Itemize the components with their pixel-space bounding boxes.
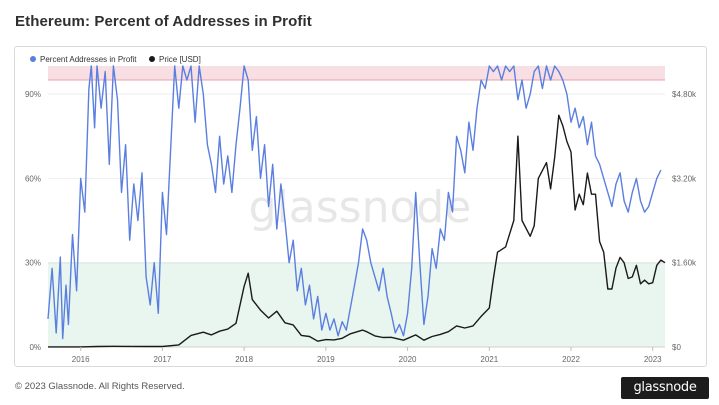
x-tick-label: 2020 [399, 355, 417, 364]
x-tick-label: 2021 [480, 355, 498, 364]
series-percent-in-profit [47, 65, 662, 340]
y-right-tick-label: $0 [672, 343, 681, 352]
legend-marker[interactable] [30, 56, 36, 62]
chart-title: Ethereum: Percent of Addresses in Profit [15, 13, 312, 30]
x-tick-label: 2018 [235, 355, 253, 364]
legend-marker[interactable] [149, 56, 155, 62]
x-tick-label: 2017 [154, 355, 172, 364]
series-price-usd [48, 114, 666, 348]
y-left-tick-label: 0% [29, 343, 41, 352]
band-high-zone [48, 66, 665, 81]
x-tick-label: 2016 [72, 355, 90, 364]
legend-price-usd[interactable]: Price [USD] [159, 55, 201, 64]
glassnode-logo[interactable]: glassnode [621, 377, 709, 399]
x-tick-label: 2022 [562, 355, 580, 364]
y-right-tick-label: $4.80k [672, 90, 697, 99]
legend-percent-in-profit[interactable]: Percent Addresses in Profit [40, 55, 137, 64]
x-tick-label: 2023 [644, 355, 662, 364]
y-right-tick-label: $1.60k [672, 259, 697, 268]
y-right-tick-label: $3.20k [672, 174, 697, 183]
x-tick-label: 2019 [317, 355, 335, 364]
y-left-tick-label: 30% [25, 259, 41, 268]
y-left-tick-label: 90% [25, 90, 41, 99]
copyright-text: © 2023 Glassnode. All Rights Reserved. [15, 381, 185, 392]
y-left-tick-label: 60% [25, 174, 41, 183]
